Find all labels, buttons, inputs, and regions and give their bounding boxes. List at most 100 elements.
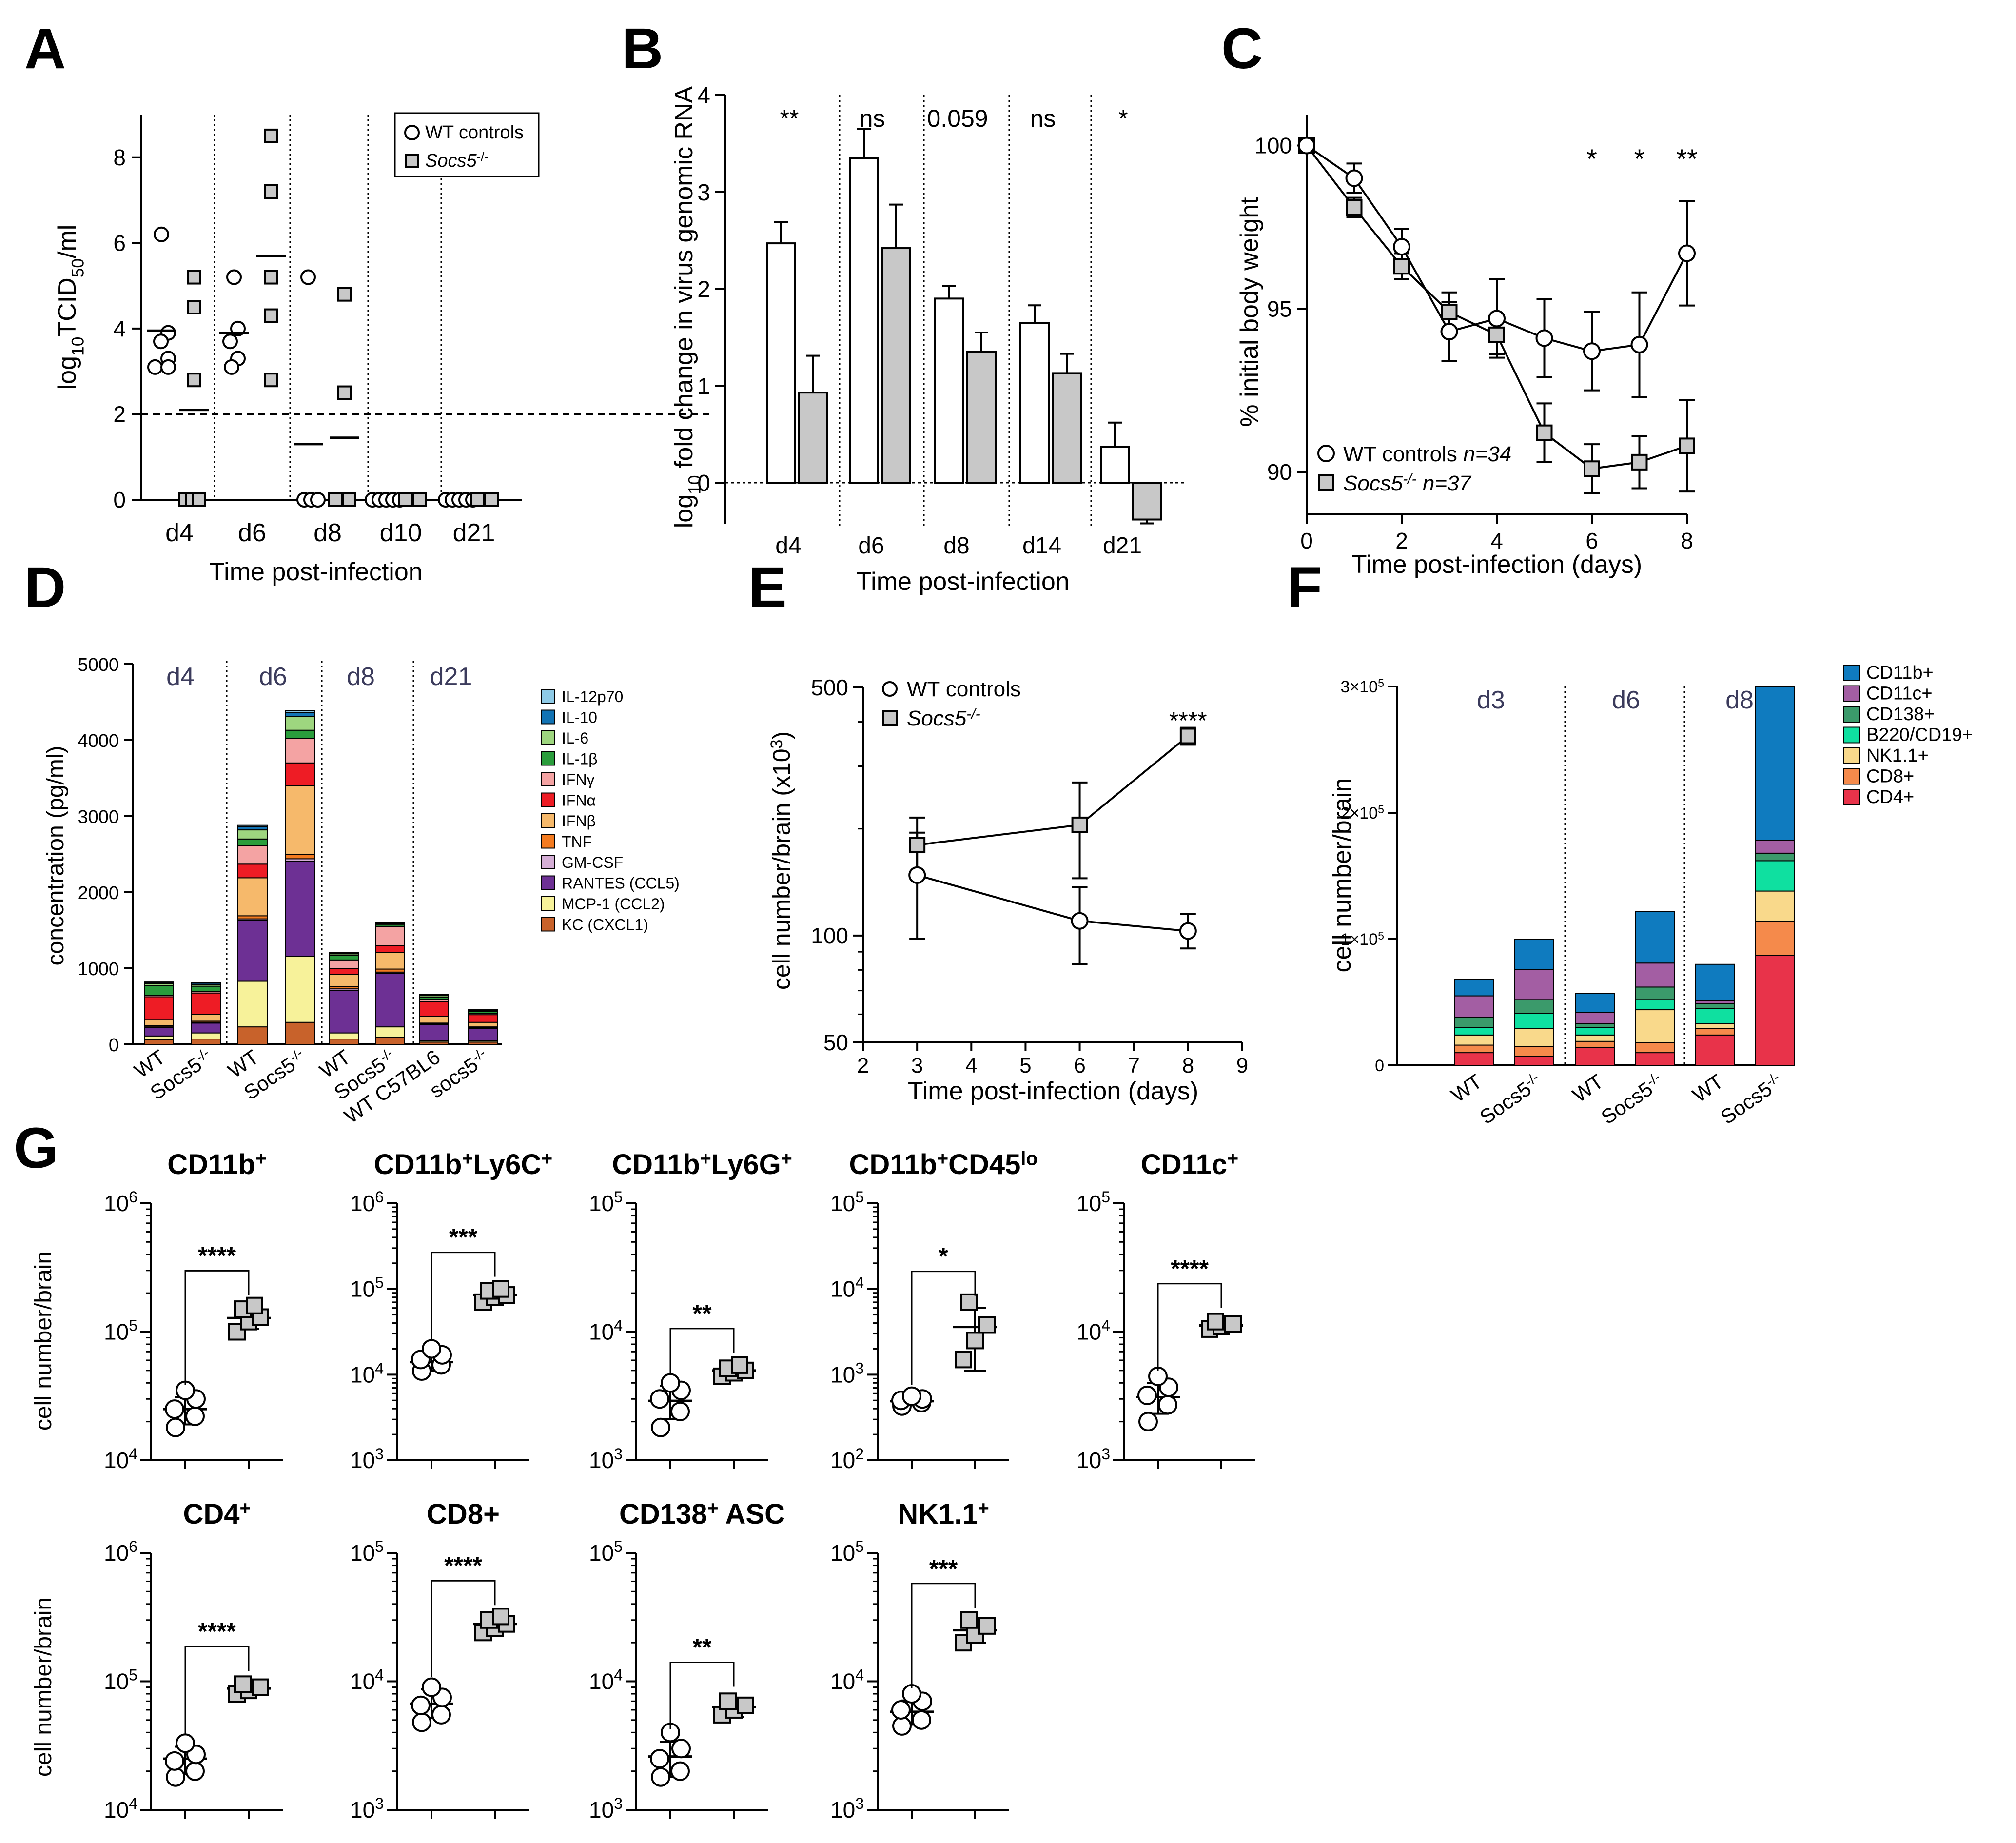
f-category-label-part: WT <box>1447 1070 1486 1107</box>
b-bar-ko <box>1132 482 1162 521</box>
e-ytick-label: 500 <box>811 675 848 700</box>
f-category-label-part: Socs5 <box>1717 1077 1777 1128</box>
f-bar-segment <box>1695 963 1735 1001</box>
f-bar-segment <box>1695 1003 1735 1009</box>
d-bar-segment <box>144 985 174 996</box>
d-bar-segment <box>375 922 405 923</box>
g-point-ko <box>492 1608 509 1626</box>
e-xtick-label: 5 <box>1019 1054 1031 1078</box>
a-group-label: d21 <box>453 519 495 547</box>
g-ytick-exp: 4 <box>855 1667 864 1684</box>
f-category-label: WT <box>1688 1070 1727 1107</box>
f-bar-segment <box>1514 1056 1554 1066</box>
a-ytick-label: 2 <box>113 401 126 427</box>
c-legend-ko-text: Socs5 <box>1343 471 1403 495</box>
g-y-label-row1: cell number/brain <box>31 1251 57 1431</box>
g-significance: **** <box>444 1552 482 1579</box>
g-ytick-exp: 6 <box>129 1188 137 1206</box>
d-bar-segment <box>375 952 405 970</box>
d-ytick-label: 0 <box>109 1035 119 1056</box>
d-bar-segment <box>329 955 359 961</box>
g-ytick-base: 10 <box>350 1797 375 1823</box>
e-line-wt <box>917 874 1189 932</box>
d-bar-segment <box>468 1021 498 1028</box>
f-bar-segment <box>1575 993 1615 1013</box>
g-panel-title-part: lo <box>1020 1148 1037 1169</box>
b-significance: ** <box>780 105 799 132</box>
c-point-ko <box>1488 326 1505 343</box>
b-category-label: d4 <box>775 533 801 559</box>
f-bar-segment <box>1695 1034 1735 1066</box>
g-panel-title-part: + <box>541 1148 552 1169</box>
d-bar-segment <box>237 824 268 827</box>
g-ytick-exp: 6 <box>375 1188 384 1206</box>
g-panel-title-part: CD11b <box>374 1149 462 1180</box>
c-xtick-label: 8 <box>1681 528 1693 553</box>
a-y-label-part: 50 <box>69 258 88 277</box>
f-ytick-label: 1×105 <box>1341 929 1384 949</box>
a-legend-wt-label: WT controls <box>425 122 524 143</box>
d-group-label: d6 <box>259 663 287 691</box>
f-group-label: d8 <box>1725 686 1754 714</box>
f-bar-segment <box>1454 979 1494 997</box>
d-legend-label: IFNα <box>562 792 596 809</box>
f-legend-swatch <box>1843 768 1860 785</box>
f-bar-segment <box>1635 986 1675 1000</box>
f-legend-label: CD138+ <box>1866 704 1935 725</box>
a-ytick-label: 8 <box>113 145 126 170</box>
g-ytick-base: 10 <box>830 1191 855 1216</box>
g-panel-title-part: CD138 <box>619 1498 707 1530</box>
f-bar-segment <box>1635 962 1675 988</box>
g-ytick-base: 10 <box>350 1276 375 1302</box>
g-ytick-label: 103 <box>350 1795 384 1823</box>
g-ytick-label: 104 <box>104 1445 137 1473</box>
g-point-ko <box>234 1675 252 1693</box>
b-bar-wt <box>1100 446 1130 484</box>
c-legend-wt-text: WT controls <box>1343 442 1463 466</box>
g-ytick-label: 104 <box>104 1795 137 1823</box>
g-ytick-base: 10 <box>589 1448 614 1473</box>
g-panel-title: CD11b+ <box>167 1148 267 1180</box>
f-legend-swatch <box>1843 706 1860 723</box>
a-y-label: log10TCID50/ml <box>53 225 88 390</box>
g-ytick-label: 102 <box>830 1445 864 1473</box>
f-bar-segment <box>1454 1044 1494 1054</box>
d-legend-swatch <box>541 751 555 766</box>
e-xtick-label: 8 <box>1182 1054 1194 1078</box>
d-group-label: d8 <box>347 663 375 691</box>
c-legend-ko-marker <box>1318 474 1334 491</box>
f-legend-swatch <box>1843 747 1860 764</box>
g-point-ko <box>252 1678 269 1696</box>
d-bar-segment <box>144 1035 174 1040</box>
g-ytick-exp: 5 <box>375 1538 384 1555</box>
g-ytick-label: 105 <box>589 1188 623 1216</box>
g-ytick-base: 10 <box>830 1540 855 1566</box>
c-point-ko <box>1679 437 1695 454</box>
g-point-ko <box>737 1696 754 1714</box>
f-bar-segment <box>1575 1047 1615 1066</box>
f-bar-segment <box>1755 686 1795 841</box>
d-legend-swatch <box>541 772 555 786</box>
g-point-wt <box>165 1751 184 1771</box>
f-bar-segment <box>1695 1028 1735 1036</box>
panel-letter-b: B <box>622 17 663 81</box>
g-ytick-exp: 3 <box>614 1795 623 1812</box>
g-ytick-exp: 4 <box>129 1795 137 1812</box>
b-category-label: d6 <box>858 533 884 559</box>
g-point-wt <box>912 1710 931 1730</box>
f-bar-segment <box>1575 1034 1615 1042</box>
e-point-wt <box>1071 912 1089 930</box>
g-ytick-label: 106 <box>350 1188 384 1216</box>
f-bar-segment <box>1514 1028 1554 1047</box>
g-ytick-label: 103 <box>589 1795 623 1823</box>
g-point-wt <box>670 1401 690 1421</box>
g-ytick-base: 10 <box>104 1669 129 1694</box>
f-ytick-label-part: 5 <box>1378 677 1384 689</box>
a-y-label-part: /ml <box>53 225 81 258</box>
g-significance-bracket <box>184 1646 250 1735</box>
d-legend-swatch <box>541 813 555 828</box>
d-ytick-label: 1000 <box>78 959 119 980</box>
g-ytick-exp: 4 <box>614 1317 623 1334</box>
g-point-wt <box>671 1739 691 1759</box>
g-ytick-exp: 5 <box>614 1538 623 1555</box>
